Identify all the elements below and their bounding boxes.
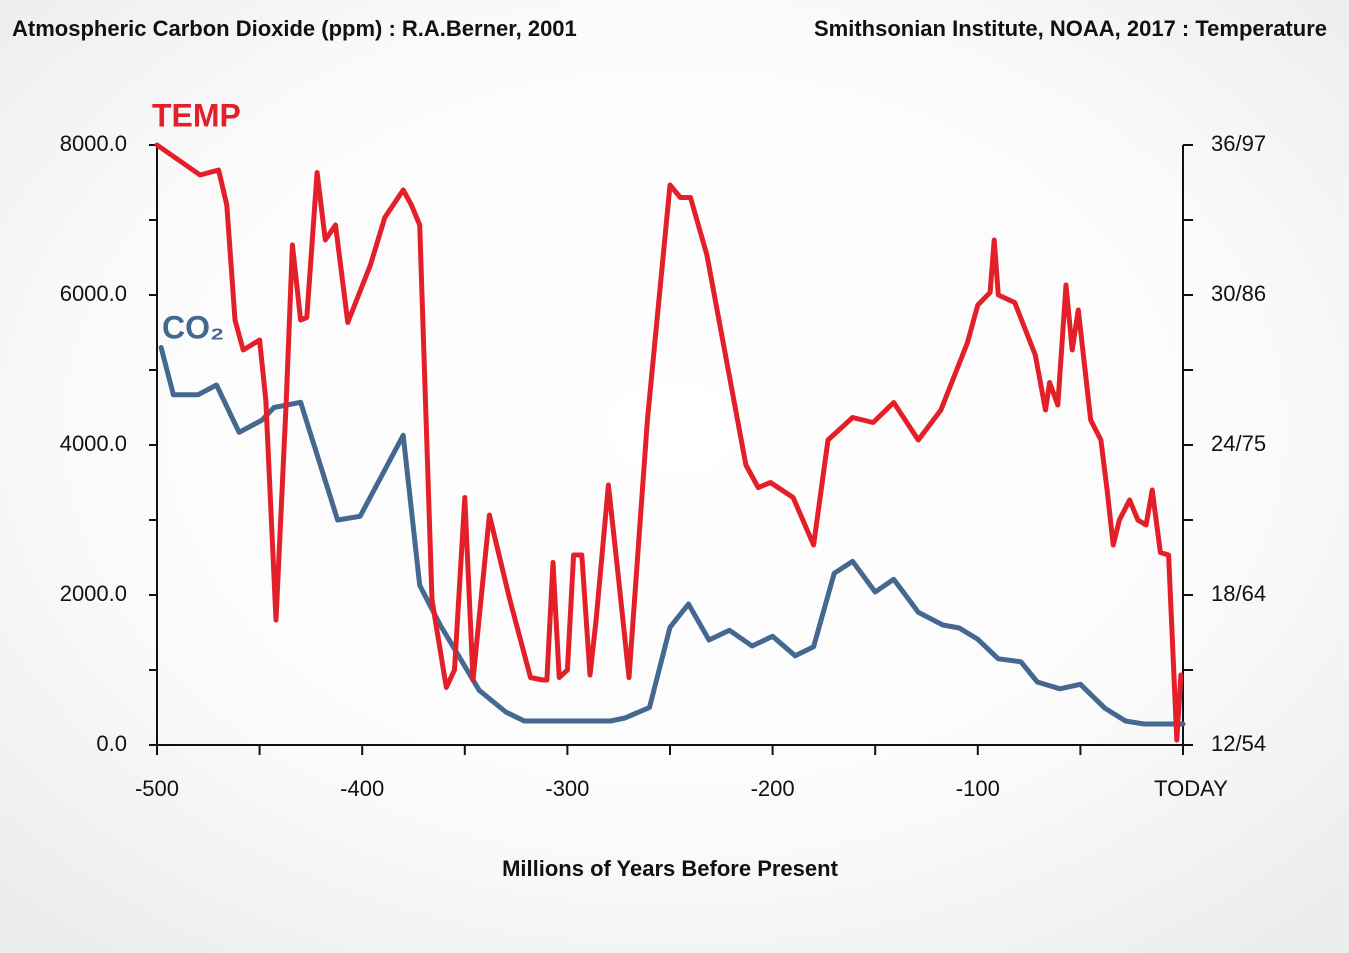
y2-tick-label: 24/75 xyxy=(1211,431,1266,456)
series-label: CO₂ xyxy=(162,309,224,345)
series-label: TEMP xyxy=(152,97,241,133)
y2-tick-label: 12/54 xyxy=(1211,731,1266,756)
title-left: Atmospheric Carbon Dioxide (ppm) : R.A.B… xyxy=(12,16,577,41)
y-tick-label: 8000.0 xyxy=(60,131,127,156)
y-tick-label: 0.0 xyxy=(96,731,127,756)
series-line xyxy=(154,142,1184,743)
y2-tick-label: 36/97 xyxy=(1211,131,1266,156)
y-tick-label: 2000.0 xyxy=(60,581,127,606)
x-tick-label: -200 xyxy=(751,776,795,801)
y2-tick-label: 18/64 xyxy=(1211,581,1266,606)
series-line xyxy=(158,345,1186,727)
y2-tick-label: 30/86 xyxy=(1211,281,1266,306)
x-tick-label: -300 xyxy=(545,776,589,801)
x-tick-label: -400 xyxy=(340,776,384,801)
y-tick-label: 6000.0 xyxy=(60,281,127,306)
x-tick-label: TODAY xyxy=(1154,776,1228,801)
title-right: Smithsonian Institute, NOAA, 2017 : Temp… xyxy=(814,16,1327,41)
x-tick-label: -500 xyxy=(135,776,179,801)
x-tick-label: -100 xyxy=(956,776,1000,801)
y-tick-label: 4000.0 xyxy=(60,431,127,456)
x-axis-label: Millions of Years Before Present xyxy=(502,856,838,881)
